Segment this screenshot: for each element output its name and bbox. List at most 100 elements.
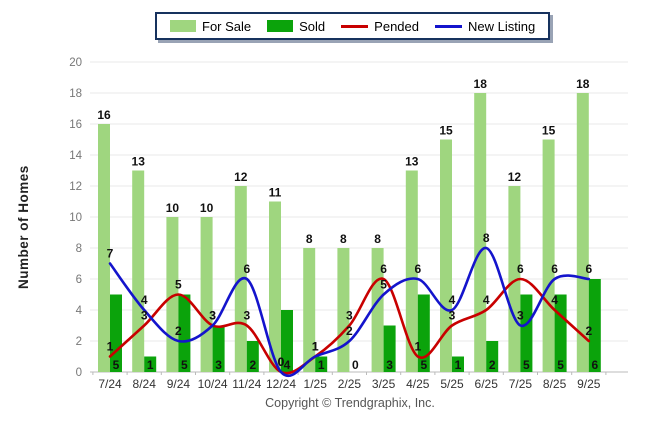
for-sale-bar [542,139,555,372]
legend-swatch-bar [267,20,294,32]
for-sale-value-label: 15 [439,124,453,138]
new-listing-value-label: 4 [141,293,148,307]
for-sale-bar [508,186,521,372]
sold-bar [212,325,225,372]
sold-value-label: 5 [557,358,564,372]
pended-value-label: 4 [483,293,490,307]
pended-value-label: 3 [141,309,148,323]
y-tick-label: 10 [69,212,82,224]
new-listing-value-label: 8 [483,231,490,245]
for-sale-value-label: 18 [576,77,590,91]
sold-bar [281,310,293,372]
legend: For Sale Sold Pended New Listing [155,12,551,40]
for-sale-value-label: 8 [374,232,381,246]
for-sale-value-label: 13 [132,155,146,169]
x-tick-label: 7/25 [509,377,533,391]
sold-bar [588,279,601,372]
sold-bar [246,341,259,372]
for-sale-value-label: 10 [200,201,214,215]
sold-value-label: 1 [147,358,154,372]
sold-bar [520,294,533,372]
for-sale-value-label: 16 [97,108,111,122]
new-listing-value-label: 3 [517,309,524,323]
sold-bar [452,356,464,372]
x-tick-label: 9/24 [167,377,191,391]
pended-value-label: 6 [380,262,387,276]
x-tick-label: 3/25 [372,377,396,391]
y-tick-label: 0 [76,367,82,379]
pended-value-label: 4 [551,293,558,307]
for-sale-value-label: 11 [269,186,282,200]
sold-bar [144,356,157,372]
sold-value-label: 5 [113,358,120,372]
y-tick-label: 20 [69,57,82,69]
new-listing-value-label: 1 [312,340,319,354]
y-tick-label: 18 [69,88,82,100]
legend-item-pended: Pended [341,19,419,34]
for-sale-value-label: 15 [542,124,556,138]
sold-value-label: 0 [352,358,359,372]
for-sale-value-label: 8 [340,232,347,246]
for-sale-bar [166,217,179,372]
sold-value-label: 2 [489,358,496,372]
for-sale-value-label: 8 [306,232,313,246]
legend-swatch-line [435,24,462,28]
for-sale-bar [200,217,213,372]
pended-value-label: 6 [517,262,524,276]
y-tick-label: 16 [69,119,82,131]
new-listing-value-label: 7 [107,247,114,261]
sold-value-label: 2 [249,358,256,372]
x-tick-label: 6/25 [475,377,499,391]
new-listing-value-label: 6 [414,262,421,276]
x-tick-label: 10/24 [198,377,228,391]
pended-value-label: 5 [175,278,182,292]
new-listing-value-label: 4 [449,293,456,307]
pended-value-label: 1 [107,340,114,354]
sold-value-label: 4 [284,358,291,372]
y-tick-label: 14 [69,150,82,162]
x-tick-label: 11/24 [232,377,261,391]
new-listing-value-label: 0 [278,355,285,369]
pended-value-label: 3 [209,309,216,323]
for-sale-bar [98,124,110,372]
for-sale-bar [405,170,418,372]
sold-value-label: 3 [386,358,393,372]
sold-value-label: 5 [523,358,530,372]
new-listing-value-label: 3 [209,309,216,323]
legend-swatch-line [341,24,369,28]
x-tick-label: 4/25 [406,377,430,391]
copyright-text: Copyright © Trendgraphix, Inc. [265,396,435,410]
pended-value-label: 3 [346,309,353,323]
for-sale-bar [269,201,281,372]
x-tick-label: 2/25 [338,377,362,391]
legend-item-sold: Sold [267,19,325,34]
new-listing-value-label: 5 [380,278,387,292]
pended-value-label: 1 [414,340,421,354]
y-tick-label: 12 [69,181,82,193]
legend-label: For Sale [202,18,252,34]
sold-value-label: 1 [455,358,462,372]
new-listing-value-label: 6 [243,262,250,276]
x-tick-label: 7/24 [98,377,122,391]
y-tick-label: 8 [76,243,82,255]
legend-label: Sold [299,18,326,34]
new-listing-value-label: 6 [585,262,592,276]
pended-value-label: 1 [312,340,319,354]
sold-value-label: 3 [215,358,222,372]
y-tick-label: 6 [76,274,82,286]
x-tick-label: 8/24 [133,377,157,391]
pended-value-label: 0 [278,355,285,369]
for-sale-value-label: 13 [405,155,419,169]
for-sale-bar [440,139,452,372]
legend-swatch-bar [170,20,196,32]
sold-bar [383,325,396,372]
pended-value-label: 3 [243,309,250,323]
sold-value-label: 1 [318,358,325,372]
sold-value-label: 5 [181,358,188,372]
new-listing-value-label: 6 [551,262,558,276]
new-listing-value-label: 2 [175,324,182,338]
for-sale-bar [132,170,145,372]
for-sale-value-label: 10 [166,201,180,215]
